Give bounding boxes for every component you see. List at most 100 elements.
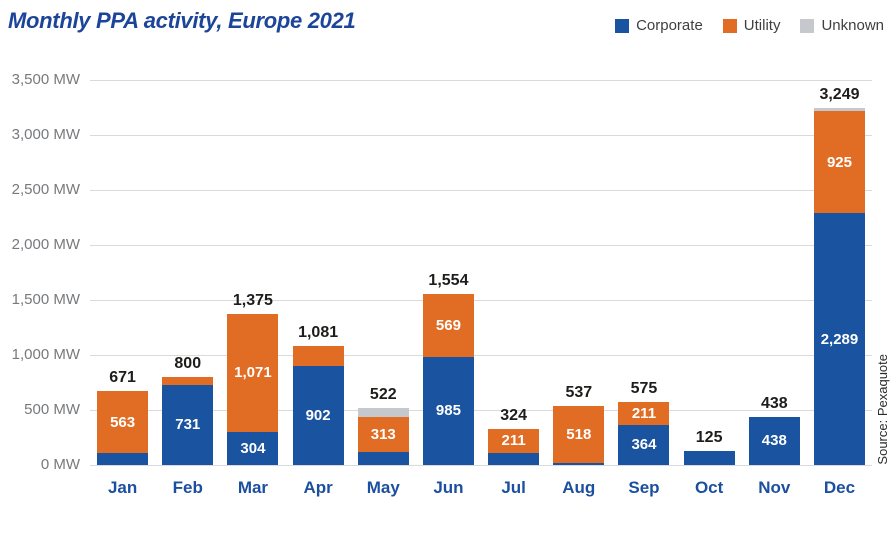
segment-value-label: 364 (631, 436, 657, 454)
bar-total-label: 671 (109, 369, 136, 387)
source-attribution: Source: Pexaquote (875, 354, 890, 465)
corporate-swatch-icon (615, 18, 630, 33)
bar-total-label: 1,081 (298, 324, 339, 342)
bar-jan-corporate-segment (97, 453, 149, 465)
bar-jun-utility-segment: 569 (422, 294, 474, 357)
x-axis-label-nov: Nov (758, 478, 791, 497)
segment-value-label: 211 (501, 432, 526, 450)
bar-sep: 575 211 364 Sep (611, 80, 676, 497)
y-axis-tick-label: 1,500 MW (11, 291, 80, 308)
bar-mar-corporate-segment: 304 (227, 431, 279, 465)
segment-value-label: 569 (435, 316, 461, 334)
bar-jun-corporate-segment: 985 (422, 356, 474, 465)
bar-jul: 324 211 Jul (481, 80, 546, 497)
bar-nov: 438 438 Nov (742, 80, 807, 497)
x-axis-label-may: May (366, 478, 400, 497)
bar-total-label: 575 (630, 379, 658, 397)
bar-oct: 125 Oct (677, 80, 742, 497)
bar-jan: 671 563 Jan (90, 80, 155, 497)
segment-value-label: 731 (175, 416, 201, 434)
x-axis-label-jul: Jul (501, 478, 526, 497)
bar-dec-utility-segment: 925 (813, 111, 865, 214)
bar-aug-utility-segment: 518 (553, 405, 605, 463)
y-axis-tick-label: 2,000 MW (11, 236, 80, 253)
y-axis-tick-label: 0 MW (40, 456, 80, 473)
segment-value-label: 985 (435, 402, 461, 420)
segment-value-label: 313 (370, 426, 396, 444)
y-axis-tick-label: 3,000 MW (11, 126, 80, 143)
bar-mar: 1,375 1,071 304 Mar (220, 80, 285, 497)
bar-dec-unknown-segment (813, 107, 865, 112)
bar-feb: 800 731 Feb (155, 80, 220, 497)
bar-jul-utility-segment: 211 (488, 429, 540, 453)
legend-label: Utility (743, 17, 781, 34)
gridline (90, 410, 872, 411)
bar-mar-utility-segment: 1,071 (227, 313, 279, 432)
x-axis-label-sep: Sep (628, 478, 660, 497)
bar-apr-corporate-segment: 902 (292, 365, 344, 465)
segment-value-label: 925 (826, 153, 852, 171)
bar-may-utility-segment: 313 (357, 417, 409, 452)
y-axis-tick-label: 3,500 MW (11, 71, 80, 88)
bar-apr-utility-segment (292, 346, 344, 366)
bar-may-corporate-segment (357, 451, 409, 465)
bar-total-label: 522 (369, 385, 397, 403)
bar-aug: 537 518 Aug (546, 80, 611, 497)
x-axis-label-jun: Jun (433, 478, 464, 497)
legend-item-unknown: Unknown (800, 17, 884, 34)
bars-container: 671 563 Jan 800 731 Feb 1,375 1,071 304 Mar 1,081 9… (90, 80, 872, 497)
segment-value-label: 902 (305, 406, 331, 424)
bar-total-label: 324 (500, 407, 527, 425)
segment-value-label: 304 (240, 439, 266, 457)
bar-total-label: 3,249 (819, 85, 860, 103)
gridline (90, 355, 872, 356)
bar-jan-utility-segment: 563 (97, 391, 149, 454)
segment-value-label: 1,071 (234, 364, 272, 382)
bar-sep-utility-segment: 211 (618, 401, 670, 425)
bar-total-label: 1,375 (232, 291, 273, 309)
gridline (90, 80, 872, 81)
bar-dec: 3,249 925 2,289 Dec (807, 80, 872, 497)
x-axis-label-mar: Mar (237, 478, 269, 497)
x-axis-label-feb: Feb (172, 478, 203, 497)
segment-value-label: 2,289 (820, 330, 859, 348)
bar-aug-corporate-segment (553, 462, 605, 465)
gridline (90, 245, 872, 246)
y-axis-tick-label: 1,000 MW (11, 346, 80, 363)
bar-total-label: 537 (565, 383, 593, 401)
legend-item-utility: Utility (722, 17, 781, 34)
bar-oct-corporate-segment (683, 451, 735, 465)
segment-value-label: 438 (761, 432, 787, 450)
bar-nov-corporate-segment: 438 (748, 416, 800, 465)
gridline (90, 300, 872, 301)
bar-total-label: 438 (760, 394, 788, 412)
bar-sep-corporate-segment: 364 (618, 424, 670, 465)
chart-legend: Corporate Utility Unknown (615, 17, 884, 34)
segment-value-label: 563 (110, 413, 136, 431)
x-axis-label-apr: Apr (303, 478, 333, 497)
x-axis-label-dec: Dec (823, 478, 856, 497)
x-axis-label-aug: Aug (562, 478, 596, 497)
y-axis-tick-label: 500 MW (24, 401, 80, 418)
legend-item-corporate: Corporate (615, 17, 703, 34)
y-axis-tick-label: 2,500 MW (11, 181, 80, 198)
bar-jun: 1,554 569 985 Jun (416, 80, 481, 497)
legend-label: Unknown (821, 17, 884, 34)
bar-total-label: 125 (695, 429, 723, 447)
gridline (90, 190, 872, 191)
bar-total-label: 1,554 (428, 272, 469, 290)
utility-swatch-icon (722, 18, 737, 33)
chart-title: Monthly PPA activity, Europe 2021 (8, 8, 356, 33)
bar-total-label: 800 (174, 355, 202, 373)
bar-may-unknown-segment (357, 407, 409, 418)
gridline (90, 135, 872, 136)
bar-jul-corporate-segment (488, 452, 540, 465)
unknown-swatch-icon (800, 18, 815, 33)
legend-label: Corporate (636, 17, 703, 34)
bar-dec-corporate-segment: 2,289 (813, 213, 865, 465)
plot-area: 671 563 Jan 800 731 Feb 1,375 1,071 304 Mar 1,081 9… (90, 80, 872, 497)
bar-may: 522 313 May (351, 80, 416, 497)
x-axis-label-oct: Oct (694, 478, 724, 497)
segment-value-label: 518 (566, 425, 592, 443)
